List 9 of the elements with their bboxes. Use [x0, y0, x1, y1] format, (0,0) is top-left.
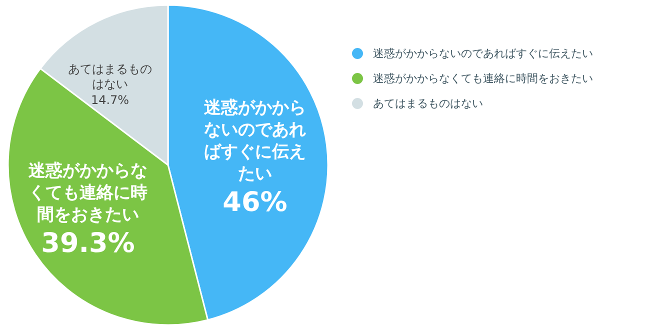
slice-label: あてはまるものはない	[67, 62, 153, 93]
legend-label: あてはまるものはない	[373, 96, 483, 111]
data-label: 39.3%	[40, 226, 136, 261]
legend-label: 迷惑がかからないのであればすぐに伝えたい	[373, 46, 593, 61]
slice-label: 迷惑がかからないのであればすぐに伝えたい	[203, 96, 307, 185]
data-label: 46%	[222, 186, 288, 220]
legend-label: 迷惑がかからなくても連絡に時間をおきたい	[373, 71, 593, 86]
data-label: 14.7%	[90, 92, 130, 108]
slice-label: 迷惑がかからなくても連絡に時間をおきたい	[28, 160, 148, 226]
